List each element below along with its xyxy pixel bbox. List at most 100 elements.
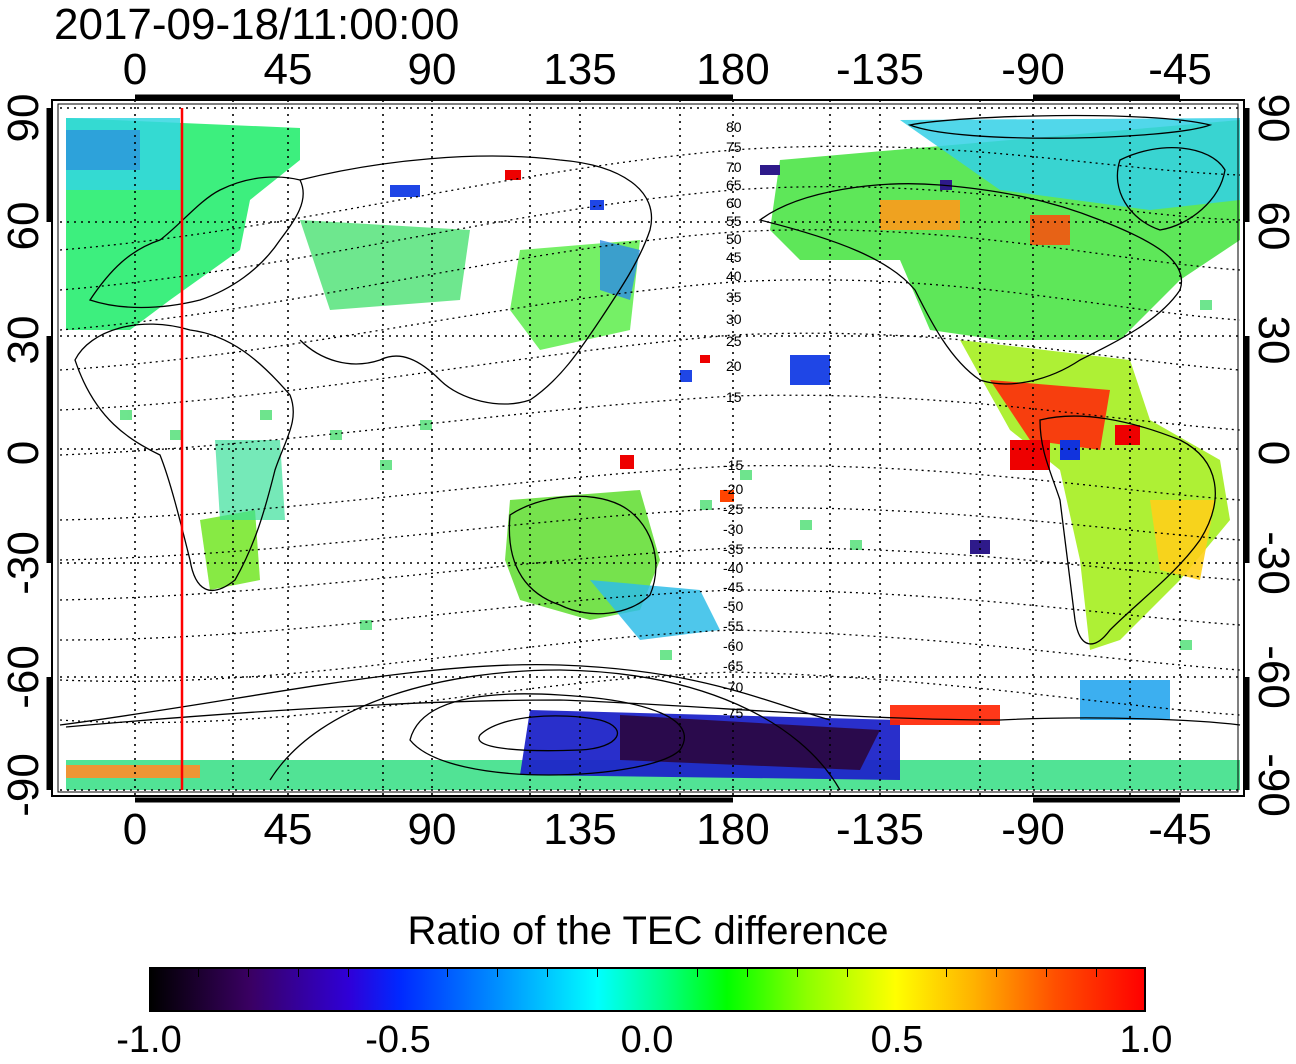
- contour-label: 35: [726, 289, 742, 305]
- contour-label: -75: [723, 705, 743, 721]
- top-lon-tick: 180: [696, 45, 770, 94]
- left-lat-tick: 0: [0, 441, 48, 465]
- colorbar-minor-tick: [847, 967, 848, 977]
- contour-label: -60: [723, 638, 743, 654]
- colorbar-minor-tick: [348, 967, 349, 977]
- bottom-lon-tick: 135: [543, 805, 617, 854]
- map-frame: [51, 99, 1245, 797]
- colorbar-minor-tick: [946, 967, 947, 977]
- right-lat-tick: -60: [1249, 645, 1296, 709]
- bottom-lon-tick: -90: [1001, 805, 1065, 854]
- top-lon-tick: -45: [1148, 45, 1212, 94]
- magnetic-solid-contours: [59, 114, 1213, 791]
- top-lon-tick: 45: [263, 45, 313, 94]
- contour-label: 75: [726, 139, 742, 155]
- contour-label: 65: [726, 177, 742, 193]
- colorbar-minor-tick: [697, 967, 698, 977]
- antarctic-peninsula-blue: [1080, 680, 1170, 720]
- colorbar-minor-tick: [198, 967, 199, 977]
- left-lat-tick: -60: [0, 645, 48, 709]
- colorbar-tick-label: -1.0: [116, 1019, 182, 1061]
- contour-label: 40: [726, 268, 742, 284]
- right-lat-tick: 30: [1249, 316, 1296, 365]
- contour-label: 20: [726, 358, 742, 374]
- tec-map: 90 60 30 0 -30 -60 -90 90 60 30 0 -30 -6…: [0, 94, 1296, 817]
- colorbar-minor-tick: [547, 967, 548, 977]
- contour-label: -40: [723, 560, 743, 576]
- colorbar-tick-label: 1.0: [1119, 1019, 1173, 1061]
- contour-label: 15: [726, 389, 742, 405]
- contour-label: 30: [726, 311, 742, 327]
- left-lat-tick: 30: [0, 316, 48, 365]
- frame-tick-bars: [46, 94, 1250, 803]
- map-inner-frame: [57, 103, 1239, 793]
- colorbar-minor-tick: [298, 967, 299, 977]
- left-lat-tick: 60: [0, 202, 48, 251]
- bottom-lon-tick: -45: [1148, 805, 1212, 854]
- canada-orange: [880, 200, 960, 230]
- contour-label: 55: [726, 213, 742, 229]
- left-lat-tick: 90: [0, 94, 48, 143]
- contour-label: -35: [723, 541, 743, 557]
- tasman-coverage: [590, 580, 720, 640]
- bottom-lon-tick: 180: [696, 805, 770, 854]
- east-africa-coverage: [215, 440, 285, 520]
- right-lat-tick: 90: [1249, 94, 1296, 143]
- colorbar-minor-tick: [597, 967, 598, 977]
- bottom-lon-tick: 90: [407, 805, 457, 854]
- antarctic-orange: [66, 765, 200, 778]
- top-lon-tick: 90: [407, 45, 457, 94]
- pacific-red-patch: [1010, 440, 1050, 470]
- colorbar-tick-label: 0.0: [620, 1019, 674, 1061]
- colorbar-tick-label: -0.5: [365, 1019, 431, 1061]
- top-lon-tick: 135: [543, 45, 617, 94]
- contour-label: -30: [723, 521, 743, 537]
- arctic-europe-blue: [66, 130, 140, 170]
- magnetic-latitude-contours: [59, 145, 1241, 724]
- scattered-red-patches: [505, 170, 734, 502]
- contour-label: -70: [723, 679, 743, 695]
- right-lat-tick: 60: [1249, 202, 1296, 251]
- colorbar-minor-tick: [1096, 967, 1097, 977]
- colorbar-minor-tick: [797, 967, 798, 977]
- contour-label: 50: [726, 231, 742, 247]
- colorbar-minor-tick: [1046, 967, 1047, 977]
- andes-blue: [1060, 440, 1080, 460]
- coastlines: [65, 147, 1241, 728]
- tec-data-layer: [66, 118, 1240, 790]
- left-lat-tick: -30: [0, 531, 48, 595]
- contour-label: -50: [723, 598, 743, 614]
- contour-label-group: 80 75 70 65 60 55 50 45 40 35 30 25 20 1…: [723, 119, 743, 721]
- graticule: [60, 100, 1240, 795]
- contour-label: 60: [726, 195, 742, 211]
- top-lon-tick: -90: [1001, 45, 1065, 94]
- top-lon-tick: -135: [835, 45, 925, 94]
- top-lon-tick: 0: [122, 45, 148, 94]
- bottom-lon-tick: 0: [122, 805, 148, 854]
- bottom-lon-tick: 45: [263, 805, 313, 854]
- right-lat-tick: 0: [1249, 441, 1296, 465]
- contour-label: 45: [726, 249, 742, 265]
- contour-label: -15: [723, 457, 743, 473]
- colorbar-minor-tick: [497, 967, 498, 977]
- south-africa-coverage: [200, 510, 260, 590]
- bottom-lon-tick: -135: [835, 805, 925, 854]
- colorbar-minor-tick: [248, 967, 249, 977]
- colorbar-title: Ratio of the TEC difference: [407, 909, 889, 953]
- contour-label: 80: [726, 119, 742, 135]
- right-lat-tick: -30: [1249, 531, 1296, 595]
- colorbar-minor-tick: [747, 967, 748, 977]
- venezuela-red: [1115, 425, 1140, 445]
- canada-red: [1030, 215, 1070, 245]
- contour-label: -25: [723, 501, 743, 517]
- contour-label: -20: [723, 481, 743, 497]
- central-america-red: [990, 380, 1110, 450]
- contour-label: -65: [723, 658, 743, 674]
- right-lat-tick: -90: [1249, 753, 1296, 817]
- brazil-yellow: [1150, 500, 1215, 580]
- contour-label: -55: [723, 618, 743, 634]
- contour-label: 25: [726, 333, 742, 349]
- left-lat-tick: -90: [0, 753, 48, 817]
- contour-label: -45: [723, 579, 743, 595]
- central-asia-coverage: [300, 220, 470, 310]
